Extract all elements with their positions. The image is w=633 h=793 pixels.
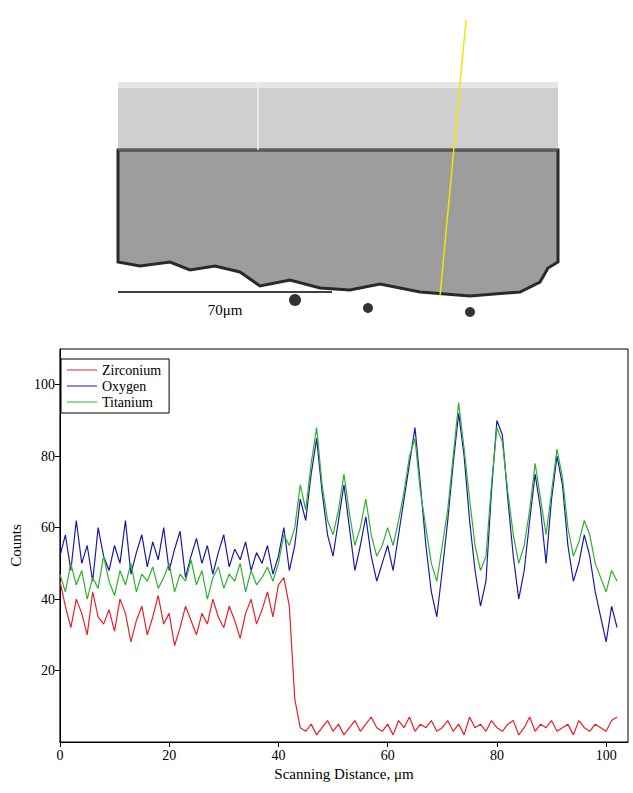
svg-text:60: 60: [41, 520, 55, 535]
svg-text:Titanium: Titanium: [102, 395, 153, 410]
svg-text:100: 100: [34, 377, 55, 392]
svg-text:Zirconium: Zirconium: [102, 363, 161, 378]
svg-text:70μm: 70μm: [208, 302, 243, 318]
svg-text:20: 20: [162, 748, 176, 763]
svg-text:40: 40: [41, 592, 55, 607]
svg-text:Oxygen: Oxygen: [102, 379, 146, 394]
svg-text:Counts: Counts: [8, 524, 24, 567]
svg-text:100: 100: [596, 748, 617, 763]
svg-text:20: 20: [41, 663, 55, 678]
svg-text:80: 80: [490, 748, 504, 763]
svg-text:40: 40: [271, 748, 285, 763]
svg-text:80: 80: [41, 449, 55, 464]
svg-text:60: 60: [381, 748, 395, 763]
svg-text:Scanning Distance, μm: Scanning Distance, μm: [274, 766, 414, 782]
svg-text:0: 0: [56, 748, 63, 763]
